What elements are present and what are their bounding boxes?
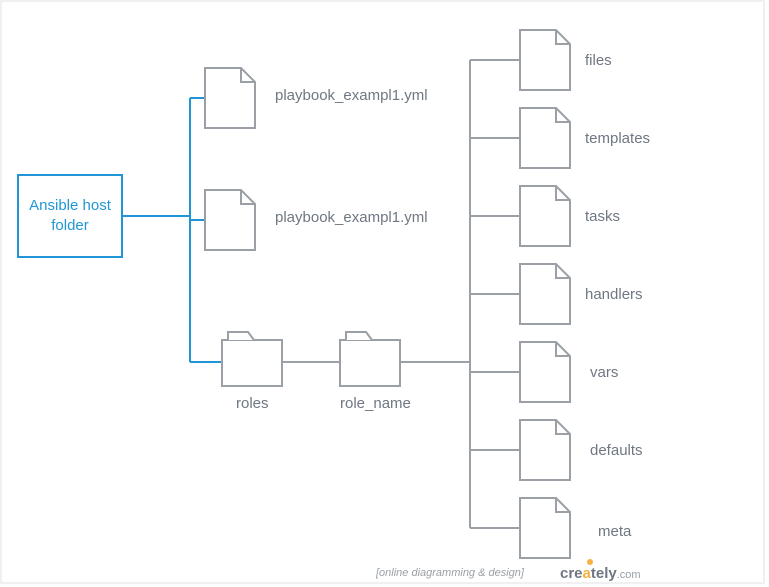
root-label-1: Ansible host: [29, 197, 112, 214]
node-label: meta: [598, 523, 632, 540]
diagram-canvas: Ansible hostfolderplaybook_exampl1.ymlpl…: [0, 0, 765, 584]
folder-icon: [222, 332, 282, 386]
node-label: tasks: [585, 208, 620, 225]
node-label: vars: [590, 364, 618, 381]
folder-icon: [340, 332, 400, 386]
node-label: files: [585, 52, 612, 69]
file-icon: [205, 190, 255, 250]
node-label: role_name: [340, 395, 411, 412]
file-icon: [520, 420, 570, 480]
node-label: playbook_exampl1.yml: [275, 209, 428, 226]
file-icon: [520, 186, 570, 246]
file-icon: [520, 108, 570, 168]
node-label: roles: [236, 395, 269, 412]
node-label: defaults: [590, 442, 643, 459]
file-icon: [520, 264, 570, 324]
file-icon: [520, 498, 570, 558]
file-icon: [520, 30, 570, 90]
root-label-2: folder: [51, 217, 89, 234]
file-icon: [205, 68, 255, 128]
brand-accent-dot: [587, 559, 593, 565]
node-label: handlers: [585, 286, 643, 303]
node-label: playbook_exampl1.yml: [275, 87, 428, 104]
root-node: [18, 175, 122, 257]
node-label: templates: [585, 130, 650, 147]
file-icon: [520, 342, 570, 402]
footer-tagline: [online diagramming & design]: [375, 567, 525, 579]
